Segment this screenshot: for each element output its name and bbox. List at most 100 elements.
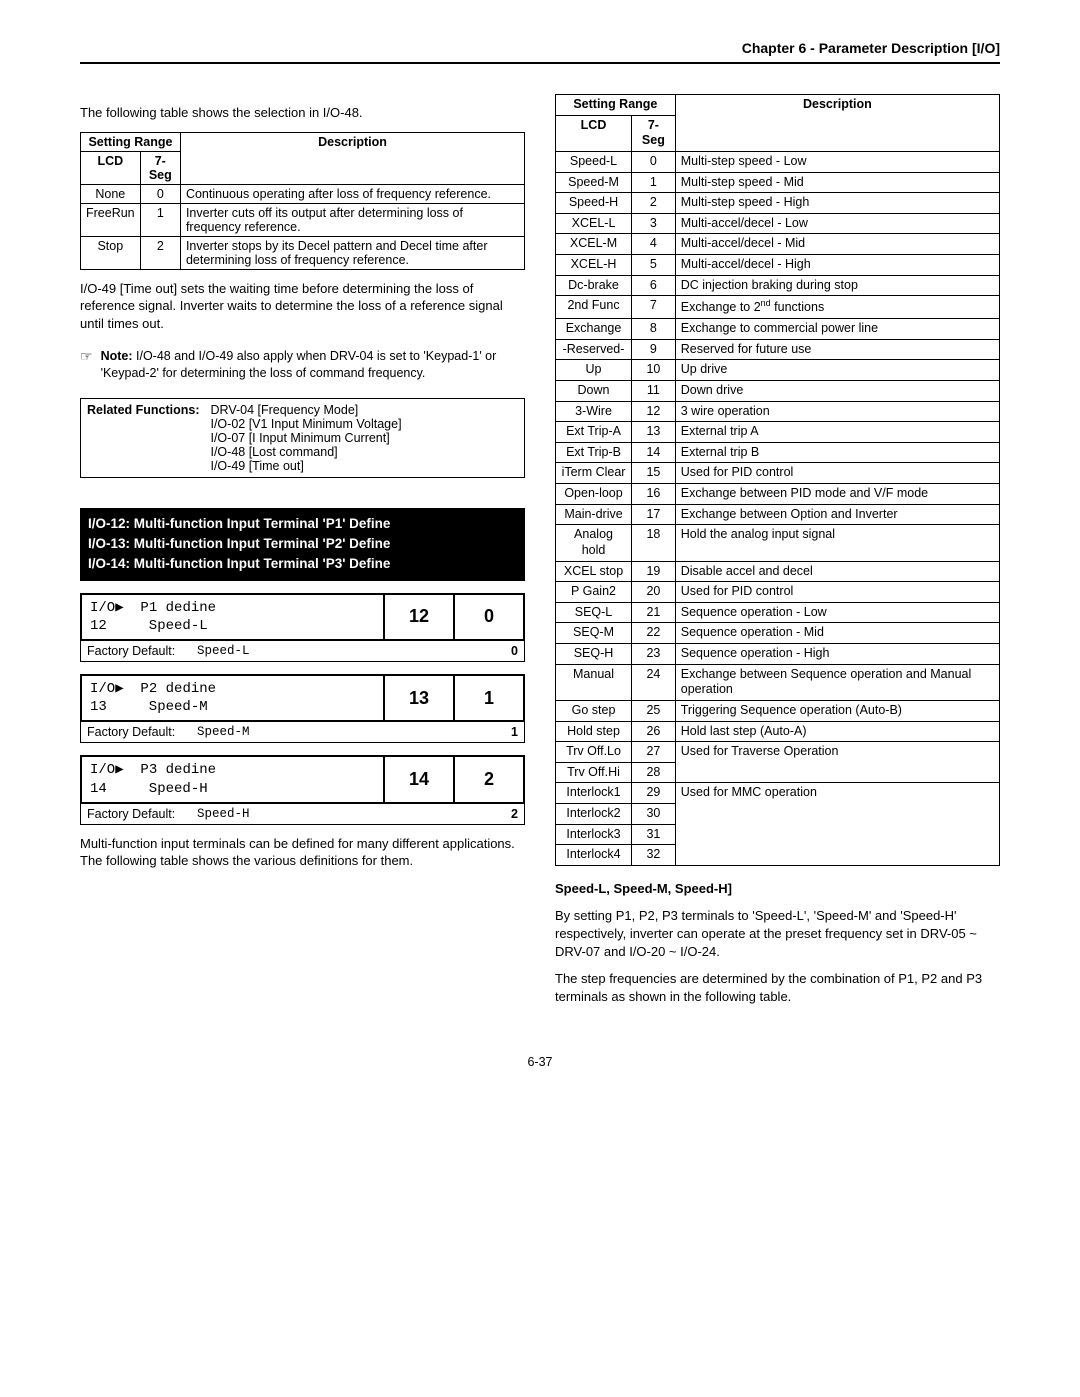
related-item: DRV-04 [Frequency Mode]	[210, 403, 401, 417]
cell-lcd: Speed-H	[556, 193, 632, 214]
cell-lcd: SEQ-L	[556, 602, 632, 623]
related-item: I/O-07 [I Input Minimum Current]	[210, 431, 401, 445]
cell-lcd: XCEL-M	[556, 234, 632, 255]
cell-seg: 22	[632, 623, 676, 644]
cell-lcd: XCEL-H	[556, 255, 632, 276]
cell-desc: Multi-step speed - Mid	[675, 172, 999, 193]
cell-seg: 9	[632, 339, 676, 360]
cell-lcd: 3-Wire	[556, 401, 632, 422]
cell-desc: Sequence operation - Low	[675, 602, 999, 623]
settings-table: Setting Range Description LCD 7-Seg Spee…	[555, 94, 1000, 866]
cell-desc: Inverter stops by its Decel pattern and …	[180, 236, 524, 269]
cell-lcd: Interlock4	[556, 845, 632, 866]
cell-lcd: Trv Off.Hi	[556, 762, 632, 783]
cell-seg: 13	[632, 422, 676, 443]
cell-desc: Multi-accel/decel - Mid	[675, 234, 999, 255]
cell-lcd: Interlock1	[556, 783, 632, 804]
cell-desc: Multi-accel/decel - Low	[675, 213, 999, 234]
cell-lcd: iTerm Clear	[556, 463, 632, 484]
factory-label: Factory Default:	[81, 722, 191, 742]
factory-num: 2	[454, 804, 524, 824]
factory-num: 0	[454, 641, 524, 661]
factory-value: Speed-L	[191, 641, 454, 661]
cell-lcd: Manual	[556, 664, 632, 700]
cell-seg: 16	[632, 484, 676, 505]
cell-lcd: Go step	[556, 700, 632, 721]
cell-lcd: Trv Off.Lo	[556, 742, 632, 763]
cell-seg: 21	[632, 602, 676, 623]
cell-desc: Used for Traverse Operation	[675, 742, 999, 783]
lcd-cell: I/O▶ P3 dedine 14 Speed-H	[80, 755, 385, 803]
cell-desc: Reserved for future use	[675, 339, 999, 360]
related-item: I/O-02 [V1 Input Minimum Voltage]	[210, 417, 401, 431]
left-column: The following table shows the selection …	[80, 94, 525, 1015]
cell-lcd: SEQ-M	[556, 623, 632, 644]
cell-seg: 26	[632, 721, 676, 742]
cell-seg: 30	[632, 804, 676, 825]
cell-lcd: XCEL stop	[556, 561, 632, 582]
cell-desc: Down drive	[675, 380, 999, 401]
page-number: 6-37	[80, 1055, 1000, 1069]
related-list: DRV-04 [Frequency Mode]I/O-02 [V1 Input …	[210, 403, 401, 473]
cell-seg: 14	[632, 442, 676, 463]
cell-desc: Hold the analog input signal	[675, 525, 999, 561]
intro-text: The following table shows the selection …	[80, 104, 525, 122]
cell-lcd: Stop	[81, 236, 141, 269]
lcd-cell: I/O▶ P1 dedine 12 Speed-L	[80, 593, 385, 641]
cell-desc: Sequence operation - High	[675, 644, 999, 665]
cell-seg: 18	[632, 525, 676, 561]
related-label: Related Functions:	[87, 403, 207, 417]
cell-seg: 24	[632, 664, 676, 700]
param-display: I/O▶ P2 dedine 13 Speed-M 13 1	[80, 674, 525, 722]
cell-seg: 2	[632, 193, 676, 214]
factory-default-row: Factory Default: Speed-H 2	[80, 804, 525, 825]
cell-lcd: P Gain2	[556, 582, 632, 603]
section-banner: I/O-12: Multi-function Input Terminal 'P…	[80, 508, 525, 581]
cell-seg: 20	[632, 582, 676, 603]
cell-desc: Multi-accel/decel - High	[675, 255, 999, 276]
param-display: I/O▶ P1 dedine 12 Speed-L 12 0	[80, 593, 525, 641]
cell-lcd: -Reserved-	[556, 339, 632, 360]
cell-seg: 4	[632, 234, 676, 255]
cell-lcd: None	[81, 184, 141, 203]
cell-seg: 8	[632, 319, 676, 340]
cell-seg: 31	[632, 824, 676, 845]
cell-lcd: Main-drive	[556, 504, 632, 525]
related-item: I/O-49 [Time out]	[210, 459, 401, 473]
related-functions-box: Related Functions: DRV-04 [Frequency Mod…	[80, 398, 525, 478]
note-icon: ☞	[80, 348, 93, 382]
cell-desc: Exchange between Sequence operation and …	[675, 664, 999, 700]
cell-lcd: Speed-M	[556, 172, 632, 193]
cell-lcd: Analog hold	[556, 525, 632, 561]
cell-lcd: 2nd Func	[556, 296, 632, 319]
cell-lcd: FreeRun	[81, 203, 141, 236]
cell-desc: Exchange to 2nd functions	[675, 296, 999, 319]
cell-seg: 10	[632, 360, 676, 381]
right-column: Setting Range Description LCD 7-Seg Spee…	[555, 94, 1000, 1015]
note-label: Note:	[101, 349, 133, 363]
speed-text-1: By setting P1, P2, P3 terminals to 'Spee…	[555, 907, 1000, 960]
cell-seg: 19	[632, 561, 676, 582]
multifunc-text: Multi-function input terminals can be de…	[80, 835, 525, 870]
related-item: I/O-48 [Lost command]	[210, 445, 401, 459]
cell-seg: 15	[632, 463, 676, 484]
cell-seg: 17	[632, 504, 676, 525]
th-setting-range-2: Setting Range	[556, 95, 676, 116]
cell-seg: 12	[632, 401, 676, 422]
banner-line: I/O-13: Multi-function Input Terminal 'P…	[88, 534, 517, 554]
factory-num: 1	[454, 722, 524, 742]
cell-desc: 3 wire operation	[675, 401, 999, 422]
cell-seg: 6	[632, 275, 676, 296]
th-lcd-2: LCD	[556, 115, 632, 151]
cell-desc: Multi-step speed - High	[675, 193, 999, 214]
io49-text: I/O-49 [Time out] sets the waiting time …	[80, 280, 525, 333]
factory-default-row: Factory Default: Speed-M 1	[80, 722, 525, 743]
cell-desc: Used for PID control	[675, 463, 999, 484]
cell-lcd: Exchange	[556, 319, 632, 340]
factory-default-row: Factory Default: Speed-L 0	[80, 641, 525, 662]
th-description-2: Description	[675, 95, 999, 152]
io48-table: Setting Range Description LCD 7-Seg None…	[80, 132, 525, 270]
th-7seg-2: 7-Seg	[632, 115, 676, 151]
cell-desc: Exchange between Option and Inverter	[675, 504, 999, 525]
cell-lcd: SEQ-H	[556, 644, 632, 665]
